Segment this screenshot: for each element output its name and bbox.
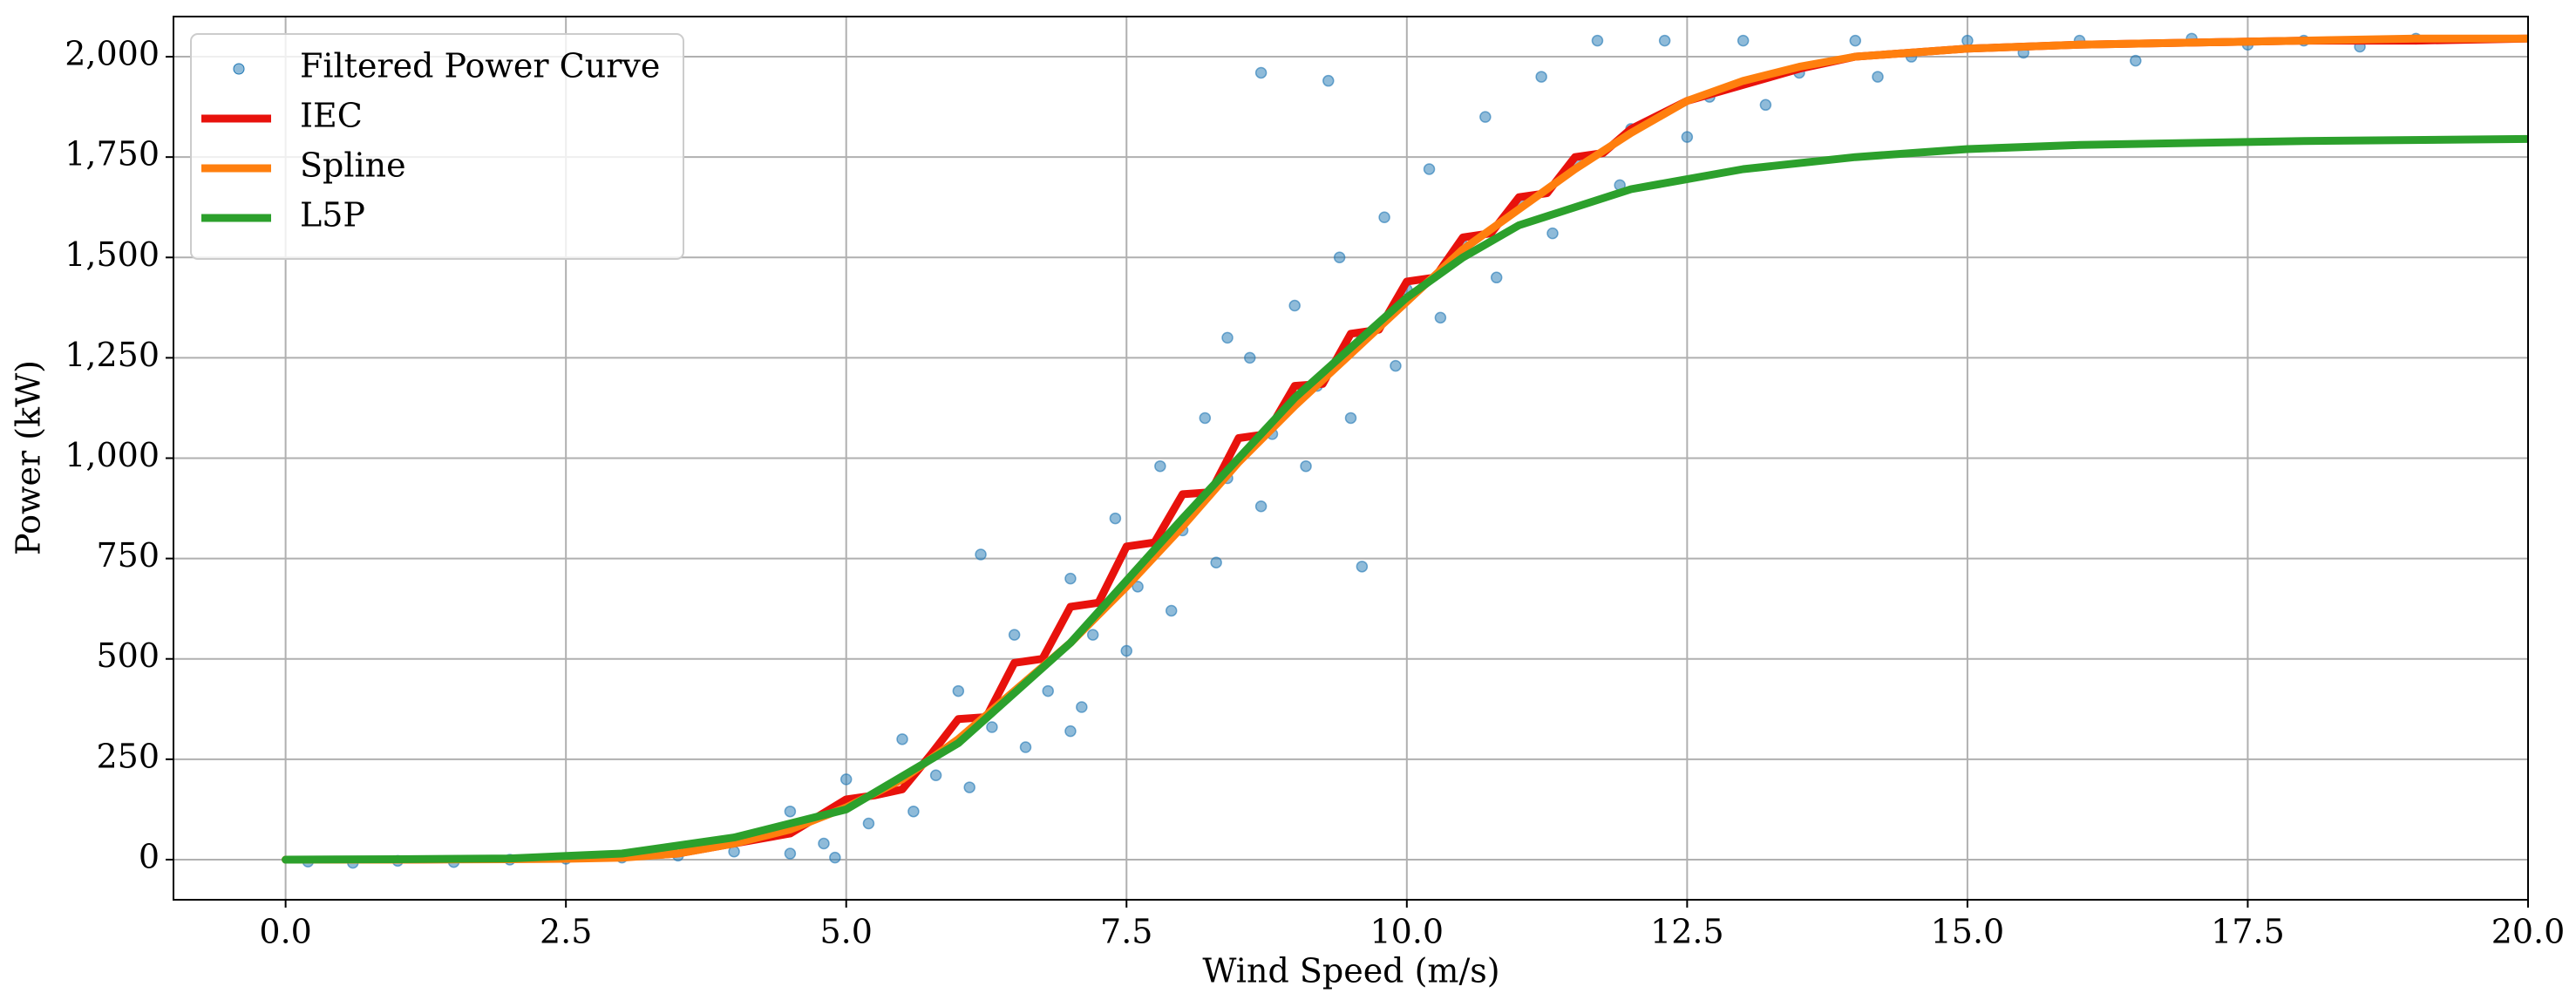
y-tick-label: 250 [96,737,160,775]
scatter-point [896,733,908,745]
scatter-point [1479,111,1492,123]
x-tick-label: 10.0 [1370,913,1444,951]
scatter-point [1288,299,1301,312]
scatter-point [1154,459,1166,473]
scatter-point [1210,556,1222,568]
scatter-point [929,769,942,782]
scatter-point [1535,71,1547,83]
scatter-point [1064,572,1077,585]
scatter-point [975,548,987,561]
scatter-point [952,684,965,697]
legend-label: Filtered Power Curve [300,47,660,85]
x-tick-label: 0.0 [259,913,311,951]
scatter-point [1681,131,1694,143]
scatter-point [1344,412,1357,425]
x-tick-label: 5.0 [819,913,872,951]
scatter-point [1737,34,1750,47]
scatter-point [1064,725,1077,738]
y-tick-label: 750 [96,536,160,575]
scatter-point [1019,741,1032,753]
scatter-point [1333,251,1346,264]
scatter-point [2130,54,2142,67]
scatter-point [1109,512,1122,525]
y-tick-label: 1,250 [65,336,160,374]
scatter-point [1199,412,1212,425]
scatter-point [818,837,830,850]
scatter-point [1546,227,1559,240]
y-tick-label: 1,500 [65,235,160,274]
legend-label: Spline [300,146,406,185]
scatter-point [784,805,797,818]
scatter-point [1221,331,1234,344]
scatter-point [1961,34,1974,47]
x-tick-label: 20.0 [2491,913,2566,951]
y-tick-label: 500 [96,636,160,675]
scatter-point [907,805,920,818]
x-tick-label: 7.5 [1100,913,1152,951]
line-series [282,34,2528,864]
scatter-point [1042,684,1054,697]
scatter-point [1300,459,1312,473]
x-tick-label: 17.5 [2211,913,2285,951]
y-tick-label: 2,000 [65,35,160,73]
scatter-point [1132,581,1144,593]
scatter-point [1872,71,1884,83]
scatter-point [862,817,875,830]
scatter-point [963,781,975,793]
scatter-point [1434,311,1447,324]
plot-frame [173,16,2529,901]
scatter-point [1165,604,1178,617]
x-tick-label: 15.0 [1931,913,2005,951]
scatter-point [1423,163,1436,175]
legend-marker [233,63,245,75]
scatter-point [784,847,797,860]
scatter-point [829,851,841,864]
scatter-point [1591,34,1604,47]
scatter-point [1243,351,1256,364]
x-tick-label: 12.5 [1650,913,1724,951]
scatter-point [1849,34,1862,47]
scatter-point [1378,211,1390,223]
scatter-point [1658,34,1671,47]
legend-box [190,33,684,260]
y-tick-label: 1,000 [65,436,160,474]
scatter-point [986,721,998,733]
scatter-point [1008,629,1021,641]
y-tick-label: 0 [139,837,160,875]
scatter-point [1076,701,1088,713]
scatter-point [1120,644,1133,657]
y-tick-label: 1,750 [65,135,160,174]
x-axis-label: Wind Speed (m/s) [1202,952,1499,990]
scatter-point [1254,500,1268,513]
scatter-point [1356,561,1369,573]
y-axis-label: Power (kW) [10,360,48,555]
scatter-point [839,773,853,786]
scatter-point [1254,66,1268,79]
legend-label: IEC [300,97,363,135]
legend-label: L5P [300,196,365,235]
scatter-point [1322,74,1335,87]
x-tick-label: 2.5 [540,913,592,951]
scatter-point [1490,271,1503,284]
scatter-point [1759,99,1772,112]
legend: Filtered Power Curve IEC Spline L5P [190,33,684,260]
scatter-point [1390,359,1402,372]
plot-area [282,32,2528,869]
line-series [282,134,2528,864]
scatter-point [1086,629,1099,641]
